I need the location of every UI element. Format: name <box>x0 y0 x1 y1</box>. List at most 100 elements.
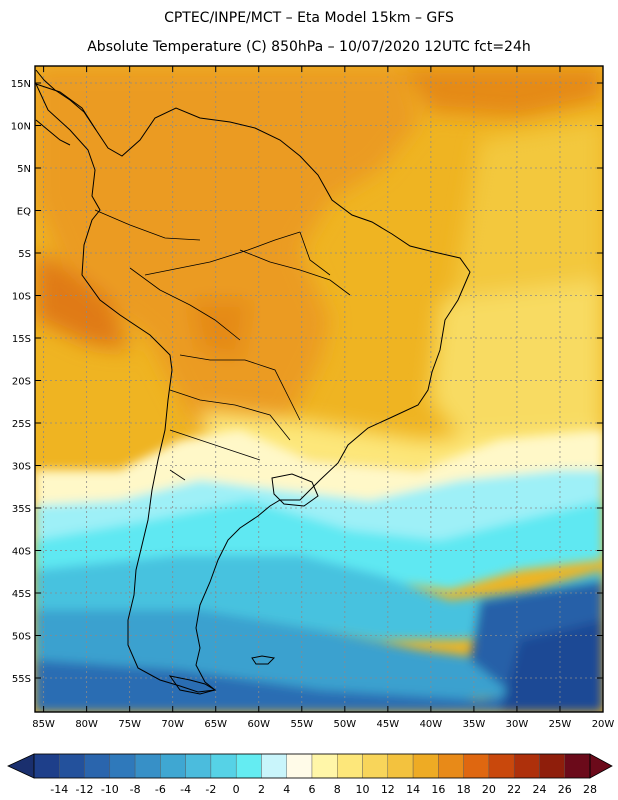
legend-swatch <box>387 753 414 779</box>
longitude-axis: 85W 80W 75W 70W 65W 60W 55W 50W 45W 40W 35W 30W 25W 2… <box>32 66 614 730</box>
legend-label: -8 <box>130 783 141 796</box>
legend-label: 2 <box>258 783 265 796</box>
legend-label: 10 <box>356 783 370 796</box>
legend-swatch <box>539 753 565 779</box>
lon-tick-label: 60W <box>247 719 270 730</box>
legend-swatch <box>412 753 439 779</box>
warm-band-north <box>35 66 420 440</box>
legend-label: 8 <box>334 783 341 796</box>
coldest-core <box>500 620 603 712</box>
south-america-coastline <box>35 83 471 693</box>
country-borders <box>94 209 351 481</box>
legend-swatch <box>438 753 464 779</box>
lon-tick-label: 75W <box>118 719 141 730</box>
lat-tick-label: 10S <box>12 292 31 303</box>
latitude-axis: 15N 10N 5N EQ 5S 10S 15S 20S 25S 30S 35S 40S 45S 50S 5… <box>11 79 603 685</box>
legend-swatch <box>362 753 389 779</box>
lon-tick-label: 70W <box>161 719 184 730</box>
legend-low-arrow <box>7 753 35 779</box>
lat-tick-label: 10N <box>11 122 31 133</box>
lat-tick-label: 50S <box>12 632 31 643</box>
legend-swatch <box>210 753 237 779</box>
temperature-field <box>35 66 603 712</box>
legend-swatch <box>286 753 313 779</box>
lat-tick-label: EQ <box>17 207 31 218</box>
legend-swatch <box>463 753 490 779</box>
lat-tick-label: 45S <box>12 589 31 600</box>
legend-swatch <box>109 753 136 779</box>
deep-blue-south <box>35 660 603 712</box>
legend-swatch <box>84 753 111 779</box>
legend-label: -12 <box>76 783 94 796</box>
lon-tick-label: 65W <box>204 719 227 730</box>
lon-tick-label: 20W <box>592 719 615 730</box>
legend-label: -6 <box>155 783 166 796</box>
hot-spot-peru <box>35 250 130 350</box>
lon-tick-label: 50W <box>334 719 357 730</box>
legend-swatch <box>185 753 212 779</box>
title-line-1: CPTEC/INPE/MCT – Eta Model 15km – GFS <box>164 10 454 26</box>
lon-tick-label: 85W <box>32 719 55 730</box>
central-america-coastline <box>35 69 97 146</box>
legend-label: 22 <box>507 783 521 796</box>
lon-tick-label: 40W <box>420 719 443 730</box>
legend-high-arrow <box>589 753 613 779</box>
legend-label: 18 <box>457 783 471 796</box>
lat-tick-label: 55S <box>12 674 31 685</box>
lat-tick-label: 20S <box>12 377 31 388</box>
lat-tick-label: 5N <box>17 164 31 175</box>
legend-label: -14 <box>50 783 68 796</box>
lon-tick-label: 30W <box>506 719 529 730</box>
legend-swatch <box>261 753 287 779</box>
legend-label: 26 <box>558 783 572 796</box>
legend-swatch <box>33 753 60 779</box>
temperature-legend: -14 -12 -10 -8 -6 -4 -2 0 2 4 6 8 10 12 14 16 18 20 22 24 26… <box>7 753 613 796</box>
legend-swatch <box>513 753 540 779</box>
coastlines <box>35 69 471 695</box>
lat-tick-label: 15S <box>12 334 31 345</box>
legend-label: -2 <box>205 783 216 796</box>
legend-swatch <box>564 753 591 779</box>
legend-label: 0 <box>233 783 240 796</box>
legend-swatch <box>134 753 161 779</box>
legend-border <box>33 753 591 779</box>
legend-swatch <box>337 753 363 779</box>
legend-swatch <box>160 753 186 779</box>
legend-label: 14 <box>406 783 420 796</box>
lat-tick-label: 35S <box>12 504 31 515</box>
tierra-del-fuego <box>168 675 217 695</box>
lat-tick-label: 25S <box>12 419 31 430</box>
uruguay-outline <box>271 473 319 507</box>
lat-tick-label: 5S <box>18 249 31 260</box>
bright-cyan-band <box>35 500 603 590</box>
legend-label: 16 <box>431 783 445 796</box>
legend-label: -4 <box>180 783 191 796</box>
lat-tick-label: 40S <box>12 547 31 558</box>
hot-spot-northeast <box>400 66 603 118</box>
legend-swatch <box>311 753 338 779</box>
legend-label: -10 <box>101 783 119 796</box>
lon-tick-label: 45W <box>377 719 400 730</box>
lat-tick-label: 15N <box>11 79 31 90</box>
title-line-2: Absolute Temperature (C) 850hPa – 10/07/… <box>87 39 531 55</box>
lon-tick-label: 25W <box>549 719 572 730</box>
lon-tick-label: 80W <box>75 719 98 730</box>
ocean-east-yellow <box>430 280 603 450</box>
legend-swatch <box>488 753 515 779</box>
legend-label: 6 <box>309 783 316 796</box>
legend-label: 20 <box>482 783 496 796</box>
lat-tick-label: 30S <box>12 462 31 473</box>
legend-swatch <box>59 753 85 779</box>
falkland-islands <box>251 655 276 665</box>
lon-tick-label: 55W <box>290 719 313 730</box>
map-frame <box>34 65 604 713</box>
legend-label: 12 <box>381 783 395 796</box>
legend-swatch <box>235 753 262 779</box>
teal-band <box>35 555 603 640</box>
legend-label: 24 <box>532 783 546 796</box>
lon-tick-label: 35W <box>463 719 486 730</box>
hot-spot-central <box>190 300 250 360</box>
legend-label: 28 <box>583 783 597 796</box>
